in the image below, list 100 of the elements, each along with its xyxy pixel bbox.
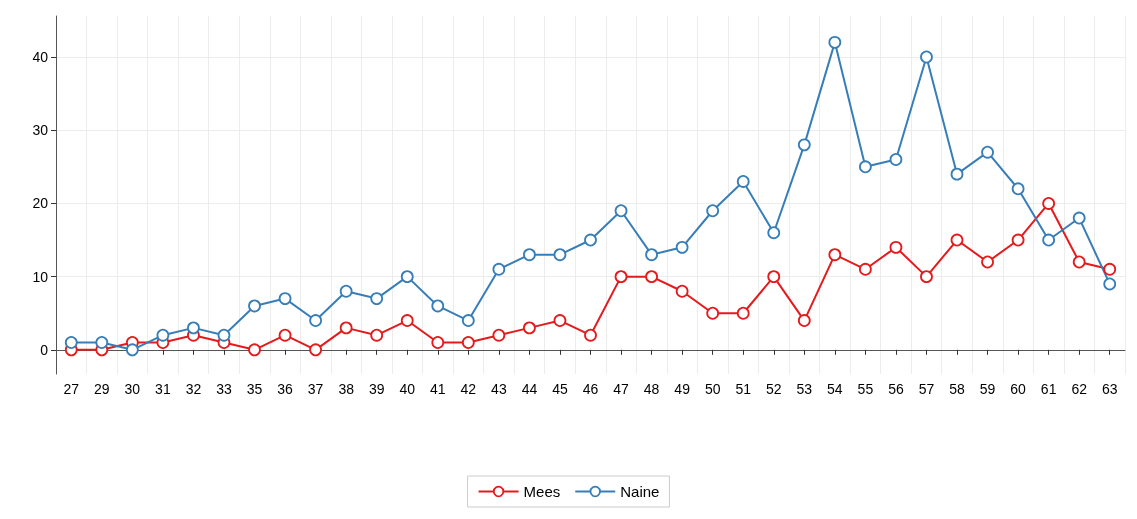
x-tick-label: 53 — [796, 381, 813, 397]
point — [278, 328, 292, 342]
point — [492, 328, 506, 342]
x-tick-label: 45 — [552, 381, 568, 397]
point — [950, 233, 964, 247]
x-tick-label: 29 — [94, 381, 110, 397]
point — [767, 226, 781, 240]
x-tick-label: 51 — [735, 381, 752, 397]
point — [1011, 233, 1025, 247]
y-tick-label: 40 — [32, 49, 49, 65]
x-tick-label: 61 — [1040, 381, 1057, 397]
y-tick-label: 0 — [40, 341, 49, 358]
x-tick-label: 37 — [307, 381, 324, 397]
point — [889, 240, 903, 254]
point — [1103, 262, 1117, 276]
point — [614, 270, 628, 284]
x-tick-label: 40 — [399, 381, 416, 397]
point — [950, 167, 964, 181]
x-tick-label: 42 — [460, 381, 477, 397]
point — [1072, 211, 1086, 225]
point — [248, 299, 261, 313]
point — [920, 50, 933, 64]
point — [614, 204, 628, 218]
x-tick-label: 54 — [827, 381, 843, 397]
point — [339, 284, 353, 298]
point — [736, 175, 750, 188]
point — [736, 306, 750, 320]
point — [156, 328, 170, 342]
y-tick-label: 30 — [32, 122, 49, 139]
x-tick-label: 41 — [430, 381, 446, 397]
point — [461, 314, 475, 327]
point — [1072, 255, 1086, 269]
x-tick-label: 31 — [155, 381, 171, 397]
x-tick-label: 50 — [704, 381, 721, 397]
point — [217, 328, 231, 342]
point — [889, 153, 903, 166]
x-tick-label: 55 — [857, 381, 874, 397]
point — [523, 248, 536, 262]
y-tick-label: 10 — [32, 268, 49, 285]
point — [675, 240, 689, 254]
point — [767, 270, 781, 284]
point — [797, 314, 811, 327]
x-tick-label: 35 — [246, 381, 263, 397]
x-tick-label: 58 — [949, 381, 966, 397]
x-tick-label: 36 — [277, 381, 294, 397]
x-tick-label: 47 — [613, 381, 630, 397]
x-tick-label: 57 — [918, 381, 935, 397]
x-tick-label: 38 — [338, 381, 355, 397]
point — [400, 314, 414, 327]
point — [278, 292, 292, 305]
x-tick-label: 60 — [1010, 381, 1027, 397]
point — [859, 262, 872, 276]
point — [981, 145, 994, 159]
point — [309, 314, 323, 327]
x-tick-label: 63 — [1101, 381, 1118, 397]
x-tick-label: 33 — [216, 381, 232, 397]
point — [828, 35, 842, 49]
point — [706, 204, 720, 218]
point — [584, 233, 597, 247]
point — [309, 343, 323, 357]
x-tick-label: 62 — [1071, 381, 1088, 397]
point — [859, 160, 872, 174]
x-tick-label: 56 — [888, 381, 904, 397]
point — [95, 336, 109, 349]
point — [797, 138, 811, 152]
point — [645, 270, 658, 284]
point — [64, 336, 78, 349]
point — [1042, 233, 1056, 247]
point — [1011, 182, 1025, 196]
point — [1042, 197, 1056, 210]
point — [248, 343, 261, 357]
x-tick-label: 32 — [185, 381, 202, 397]
point — [370, 328, 384, 342]
point — [553, 248, 567, 262]
point — [431, 299, 445, 313]
point — [400, 270, 414, 284]
x-tick-label: 43 — [491, 381, 507, 397]
x-tick-label: 30 — [124, 381, 141, 397]
point — [523, 321, 536, 335]
legend-label: Naine — [620, 483, 660, 500]
x-tick-label: 39 — [368, 381, 385, 397]
x-tick-label: 46 — [582, 381, 599, 397]
point — [828, 248, 842, 262]
point — [431, 336, 445, 349]
legend-label: Mees — [523, 483, 561, 500]
point — [981, 255, 994, 269]
point — [370, 292, 384, 305]
point — [187, 321, 200, 335]
point — [461, 336, 475, 349]
point — [553, 314, 567, 327]
x-tick-label: 52 — [765, 381, 782, 397]
point — [492, 262, 506, 276]
point — [645, 248, 658, 262]
point — [1103, 277, 1117, 291]
point — [920, 270, 933, 284]
x-tick-label: 48 — [643, 381, 660, 397]
point — [675, 284, 689, 298]
x-tick-label: 44 — [521, 381, 538, 397]
point — [125, 343, 139, 357]
point — [706, 306, 720, 320]
